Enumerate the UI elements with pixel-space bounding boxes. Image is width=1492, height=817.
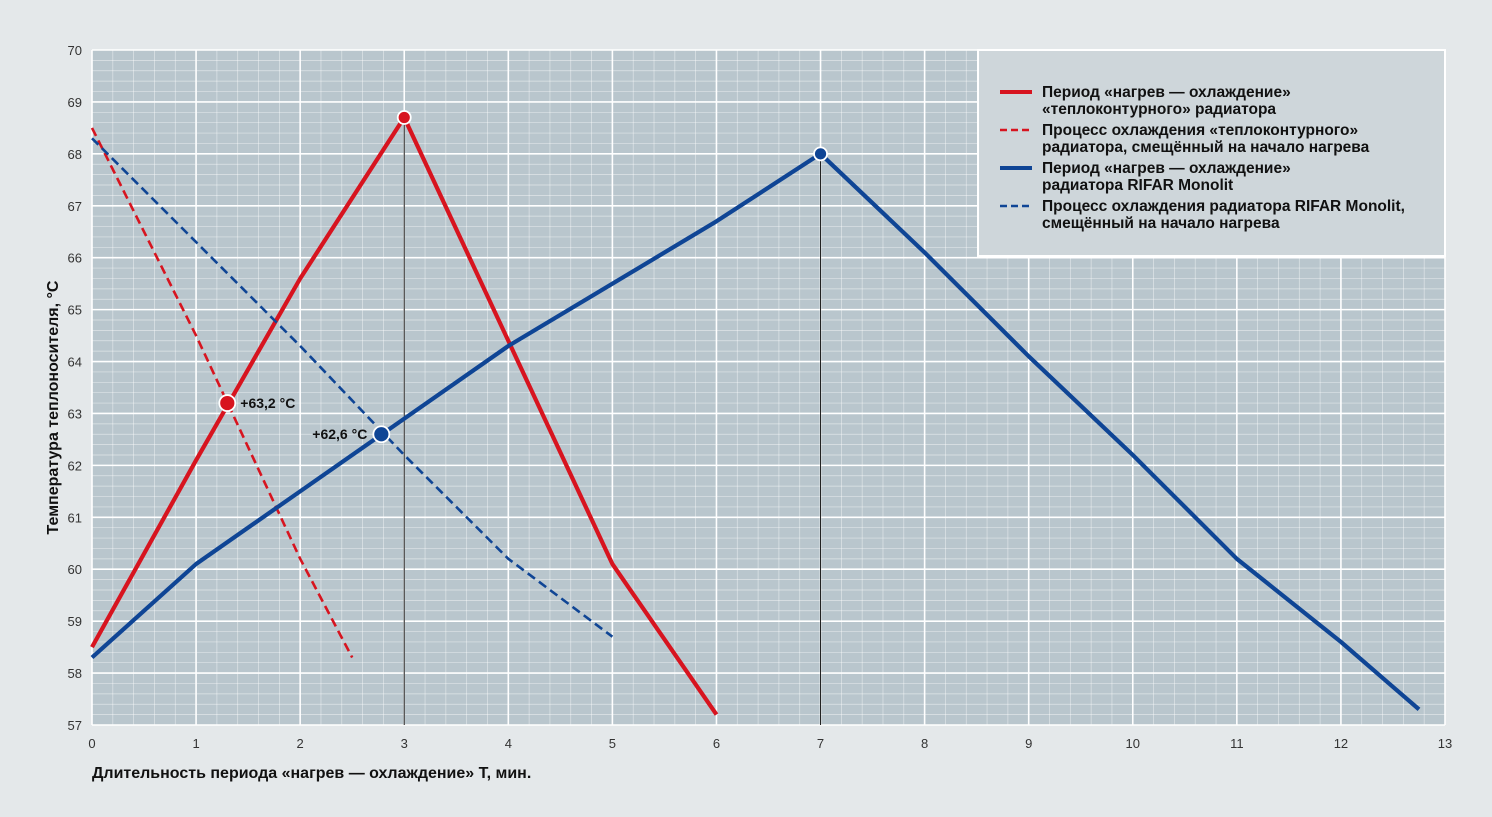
y-tick-label: 68 [68, 147, 82, 162]
y-tick-label: 70 [68, 43, 82, 58]
data-marker [813, 146, 828, 162]
y-tick-label: 65 [68, 303, 82, 318]
data-marker [396, 110, 412, 125]
x-tick-label: 9 [1025, 736, 1032, 751]
y-tick-label: 59 [68, 614, 82, 629]
x-axis-title: Длительность периода «нагрев — охлаждени… [92, 765, 531, 782]
y-tick-label: 66 [68, 251, 82, 266]
legend-label: Период «нагрев — охлаждение» «теплоконтур… [1042, 84, 1291, 118]
legend-label-line: радиатора, смещённый на начало нагрева [1042, 139, 1370, 156]
x-tick-label: 10 [1126, 736, 1140, 751]
legend-label-line: радиатора RIFAR Monolit [1042, 177, 1233, 194]
legend-label-line: Процесс охлаждения радиатора RIFAR Monol… [1042, 198, 1405, 215]
marker-layer: +63,2 °С +62,6 °С [218, 110, 828, 444]
x-tick-label: 3 [401, 736, 408, 751]
x-tick-label: 1 [192, 736, 199, 751]
legend-label-line: «теплоконтурного» радиатора [1042, 101, 1276, 118]
x-tick-label: 12 [1334, 736, 1348, 751]
legend-label-line: Период «нагрев — охлаждение» [1042, 84, 1291, 101]
y-tick-label: 62 [68, 458, 82, 473]
y-tick-label: 57 [68, 718, 82, 733]
x-tick-label: 8 [921, 736, 928, 751]
legend-box [977, 49, 1446, 257]
legend: Период «нагрев — охлаждение» «теплоконтур… [977, 49, 1446, 257]
legend-label-line: смещённый на начало нагрева [1042, 215, 1280, 232]
series-line-2 [90, 127, 354, 659]
marker-label: +62,6 °С [312, 426, 367, 442]
series-line-4 [91, 137, 614, 638]
y-tick-label: 58 [68, 666, 82, 681]
y-tick-label: 63 [68, 406, 82, 421]
x-tick-label: 7 [817, 736, 824, 751]
y-tick-label: 67 [68, 199, 82, 214]
series-line-3 [90, 151, 1421, 711]
x-tick-label: 6 [713, 736, 720, 751]
legend-label: Процесс охлаждения радиатора RIFAR Monol… [1042, 198, 1405, 232]
legend-label: Процесс охлаждения «теплоконтурного» ради… [1042, 122, 1370, 156]
marker-label: +63,2 °С [240, 395, 295, 411]
y-tick-label: 61 [68, 510, 82, 525]
reference-lines [403, 117, 822, 725]
x-tick-label: 11 [1230, 736, 1244, 751]
data-marker [372, 425, 391, 444]
x-tick-labels: 0 1 2 3 4 5 6 7 8 9 10 11 12 13 [88, 736, 1452, 751]
legend-label: Период «нагрев — охлаждение» радиатора RI… [1042, 160, 1291, 194]
x-tick-label: 0 [88, 736, 95, 751]
legend-label-line: Период «нагрев — охлаждение» [1042, 160, 1291, 177]
x-tick-label: 2 [297, 736, 304, 751]
y-tick-label: 60 [68, 562, 82, 577]
x-tick-label: 13 [1438, 736, 1452, 751]
y-tick-label: 64 [68, 355, 82, 370]
x-tick-label: 4 [505, 736, 512, 751]
x-tick-label: 5 [609, 736, 616, 751]
data-marker [218, 394, 237, 412]
y-tick-label: 69 [68, 95, 82, 110]
y-axis-title: Температура теплоносителя, °С [45, 280, 62, 534]
legend-label-line: Процесс охлаждения «теплоконтурного» [1042, 122, 1358, 139]
y-tick-labels: 57 58 59 60 61 62 63 64 65 66 67 68 69 70 [68, 43, 82, 733]
